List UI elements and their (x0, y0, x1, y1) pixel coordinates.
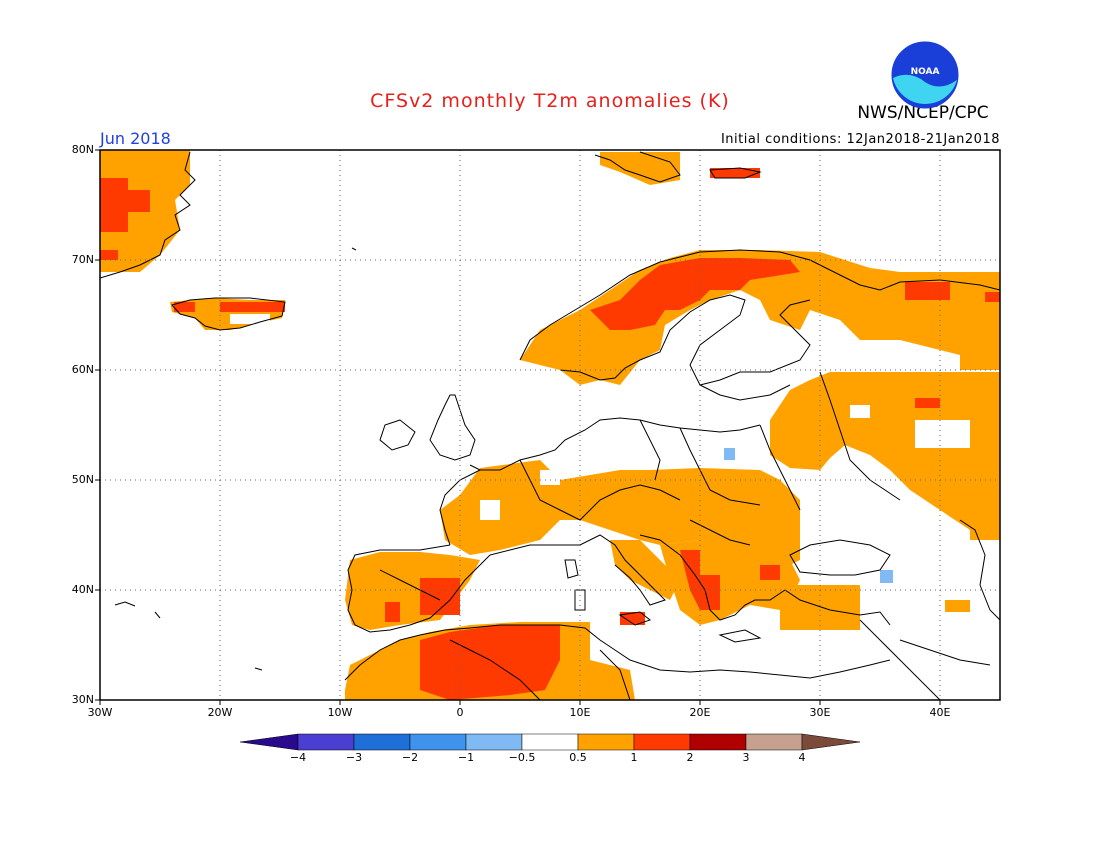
colorbar-segment (633, 733, 691, 751)
colorbar-tick-label: −1 (457, 751, 475, 764)
lat-label: 80N (71, 143, 94, 156)
colorbar-tick-label: 2 (686, 751, 694, 764)
lon-label: 20E (689, 706, 711, 719)
lon-label: 0 (456, 706, 464, 719)
colorbar-tick-label: 4 (798, 751, 806, 764)
coastlines (100, 151, 1000, 700)
lat-label: 40N (71, 583, 94, 596)
lat-label: 60N (71, 363, 94, 376)
initial-conditions: Initial conditions: 12Jan2018-21Jan2018 (720, 132, 1000, 147)
noaa-logo: NOAA (891, 41, 959, 109)
colorbar-segment (689, 733, 747, 751)
lon-label: 30W (87, 706, 113, 719)
lat-label: 70N (71, 253, 94, 266)
colorbar-tick-label: 3 (742, 751, 750, 764)
colorbar-tick-label: −3 (345, 751, 363, 764)
colorbar-tick-label: 0.5 (569, 751, 587, 764)
lon-label: 10W (327, 706, 353, 719)
colorbar-segment (465, 733, 523, 751)
axis-ticks (95, 149, 941, 705)
lon-label: 10E (569, 706, 591, 719)
chart-title: CFSv2 monthly T2m anomalies (K) (370, 90, 730, 112)
anomaly-fill (100, 150, 1000, 700)
lat-label: 30N (71, 693, 94, 706)
lat-label: 50N (71, 473, 94, 486)
forecast-period: Jun 2018 (100, 129, 171, 148)
logo-text: NOAA (911, 67, 940, 77)
colorbar-max-arrow (801, 733, 861, 751)
colorbar-segment (577, 733, 635, 751)
colorbar-tick-label: −4 (289, 751, 307, 764)
colorbar-segment (353, 733, 411, 751)
agency-label: NWS/NCEP/CPC (857, 103, 989, 123)
lon-label: 30E (809, 706, 831, 719)
map-frame (99, 149, 1001, 701)
colorbar-tick-label: 1 (630, 751, 638, 764)
colorbar (239, 733, 861, 751)
colorbar-tick-label: −0.5 (508, 751, 536, 764)
colorbar-segment (409, 733, 467, 751)
colorbar-tick-label: −2 (401, 751, 419, 764)
colorbar-segment (745, 733, 803, 751)
colorbar-segment (521, 733, 579, 751)
lon-label: 40E (929, 706, 951, 719)
colorbar-min-arrow (239, 733, 299, 751)
lon-label: 20W (207, 706, 233, 719)
map-gridlines (100, 150, 1000, 700)
colorbar-segment (297, 733, 355, 751)
